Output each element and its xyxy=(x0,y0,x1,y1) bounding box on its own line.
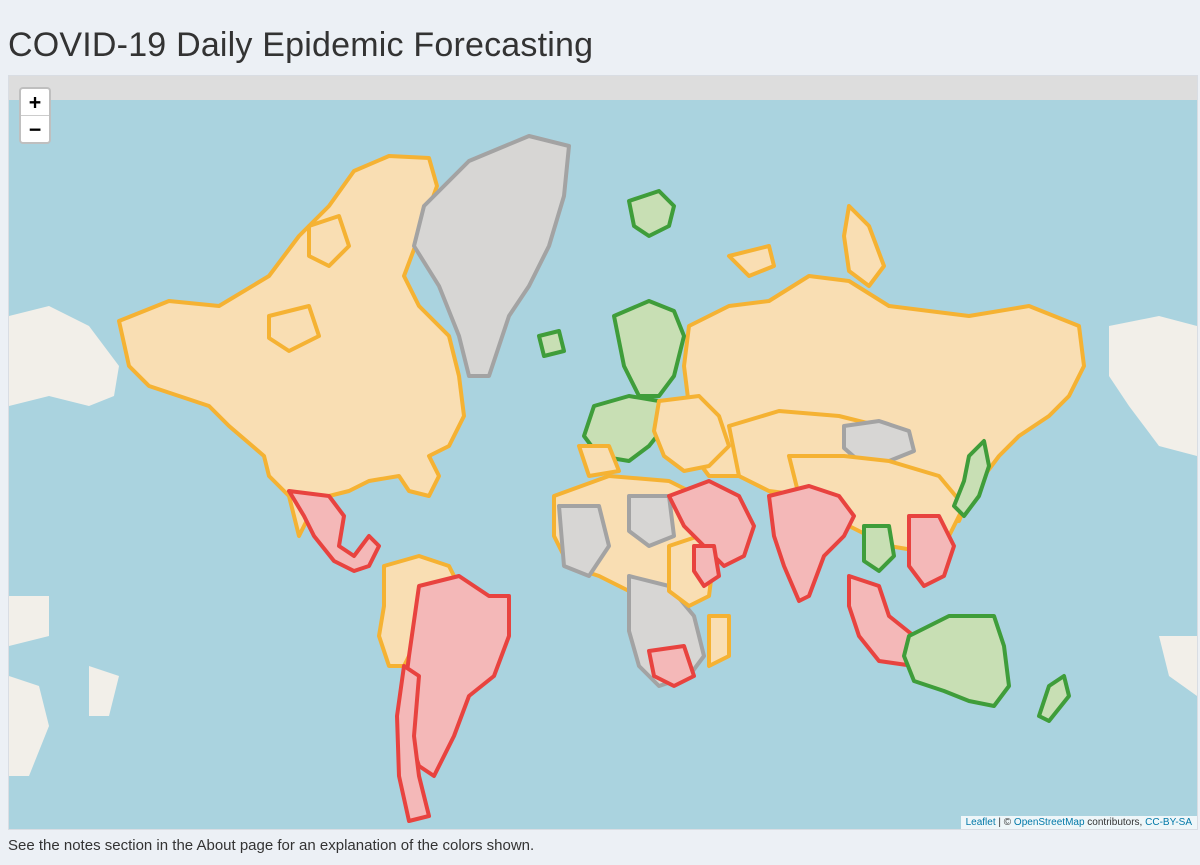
leaflet-link[interactable]: Leaflet xyxy=(965,817,996,828)
map-top-bar xyxy=(9,76,1197,100)
region-middle-east[interactable] xyxy=(667,479,756,588)
license-link[interactable]: CC-BY-SA xyxy=(1145,817,1192,828)
region-south-america-south[interactable] xyxy=(395,574,511,823)
region-greenland[interactable] xyxy=(412,134,571,378)
region-north-america[interactable] xyxy=(117,154,466,538)
notes-text: See the notes section in the About page … xyxy=(8,837,535,854)
region-southern-europe[interactable] xyxy=(577,394,731,478)
base-land xyxy=(9,306,1197,776)
osm-link[interactable]: OpenStreetMap xyxy=(1013,817,1085,828)
attribution-separator: | © xyxy=(995,817,1014,828)
zoom-out-button[interactable]: − xyxy=(28,117,42,141)
zoom-in-button[interactable]: + xyxy=(21,89,49,116)
region-mexico-central-america[interactable] xyxy=(287,489,381,573)
world-map[interactable] xyxy=(9,76,1197,829)
region-australia[interactable] xyxy=(902,614,1071,723)
region-mongolia[interactable] xyxy=(842,419,916,463)
region-south-africa[interactable] xyxy=(647,644,696,688)
zoom-control: + − xyxy=(19,87,51,144)
map-attribution: Leaflet | © OpenStreetMap contributors, … xyxy=(960,816,1197,829)
attribution-contributors: contributors, xyxy=(1084,817,1146,828)
region-japan[interactable] xyxy=(952,439,991,518)
region-thailand[interactable] xyxy=(862,524,896,573)
page-title: COVID-19 Daily Epidemic Forecasting xyxy=(8,26,594,64)
region-india[interactable] xyxy=(767,484,856,603)
map-container[interactable]: + − xyxy=(8,75,1198,830)
